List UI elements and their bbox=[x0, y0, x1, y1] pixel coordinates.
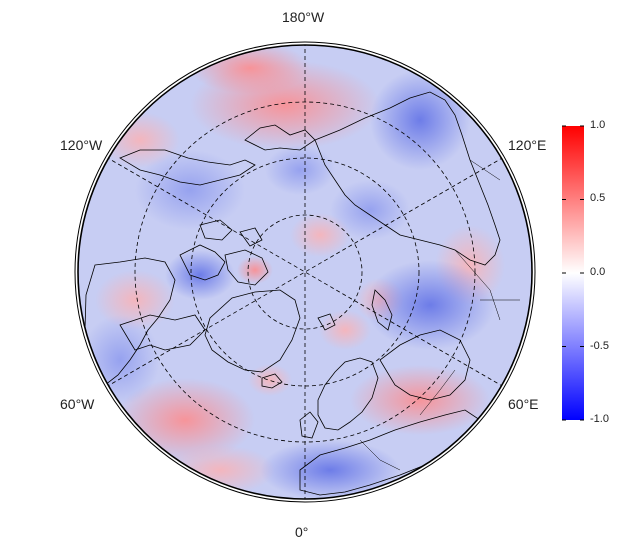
map-frame bbox=[74, 41, 536, 503]
lon-label-120w: 120°W bbox=[60, 137, 103, 153]
lon-label-60e: 60°E bbox=[508, 396, 539, 412]
colorbar-tick-label: 0.0 bbox=[590, 266, 606, 278]
novaya-zemlya-outline bbox=[371, 289, 393, 331]
colorbar-tick-label: -0.5 bbox=[590, 340, 609, 352]
canadian-archipelago-outline bbox=[179, 219, 269, 286]
map-boundary bbox=[77, 44, 533, 500]
lon-label-0: 0° bbox=[295, 524, 309, 540]
colorbar-ticks bbox=[562, 125, 584, 421]
lon-label-180w: 180°W bbox=[282, 9, 325, 25]
uk-outline bbox=[299, 411, 319, 439]
colorbar bbox=[562, 126, 584, 420]
colorbar-tick-label: 0.5 bbox=[590, 192, 606, 204]
alaska-outline bbox=[119, 149, 256, 186]
lon-label-60w: 60°W bbox=[60, 396, 95, 412]
chukotka-outline bbox=[244, 124, 316, 151]
colorbar-tick-label: -1.0 bbox=[590, 413, 609, 425]
greenland-outline bbox=[204, 289, 301, 373]
colorbar-tick-label: 1.0 bbox=[590, 119, 606, 131]
siberia-outline bbox=[314, 91, 501, 266]
scandinavia-outline bbox=[317, 357, 379, 431]
iceland-outline bbox=[261, 373, 283, 389]
lon-label-120e: 120°E bbox=[508, 137, 547, 153]
graticule bbox=[105, 45, 505, 499]
